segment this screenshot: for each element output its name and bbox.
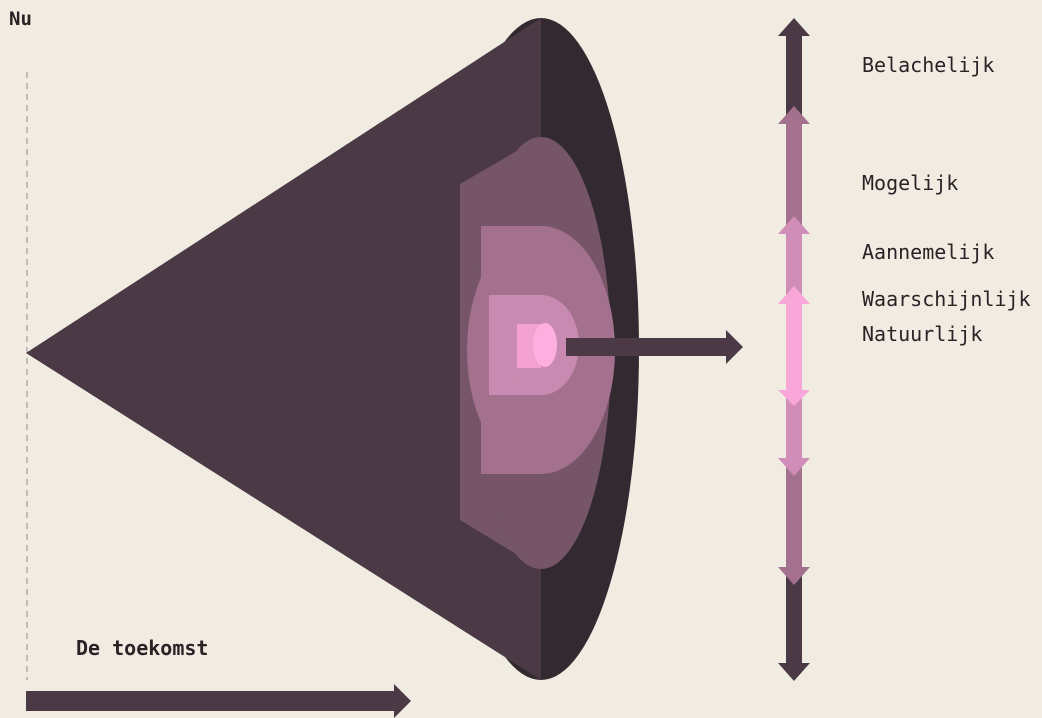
scale-arrowhead-belachelijk-top [778,18,810,36]
future-axis-arrow-head [394,684,411,718]
future-axis-arrow-shaft [26,691,394,711]
category-label-aannemelijk: Aannemelijk [862,240,995,264]
scale-arrowhead-waarschijnlijk-top [778,286,810,304]
future-label: De toekomst [76,636,209,660]
pointer-arrow-head [726,330,743,364]
category-label-mogelijk: Mogelijk [862,171,959,195]
scale-arrowhead-mogelijk-top [778,106,810,124]
scale-arrowhead-mogelijk-bottom [778,567,810,585]
scale-bar-waarschijnlijk [786,302,802,392]
category-label-waarschijnlijk: Waarschijnlijk [862,287,1031,311]
cone-body [26,18,541,680]
scale-arrowhead-waarschijnlijk-bottom [778,390,810,406]
scale-arrowhead-aannemelijk-bottom [778,458,810,476]
category-label-natuurlijk: Natuurlijk [862,322,983,346]
scale-arrowhead-belachelijk-bottom [778,663,810,681]
category-label-belachelijk: Belachelijk [862,53,995,77]
now-label: Nu [9,8,32,30]
pointer-arrow-shaft [566,338,726,356]
scale-arrowhead-aannemelijk-top [778,216,810,234]
cone-layer-natuurlijk [533,323,557,367]
